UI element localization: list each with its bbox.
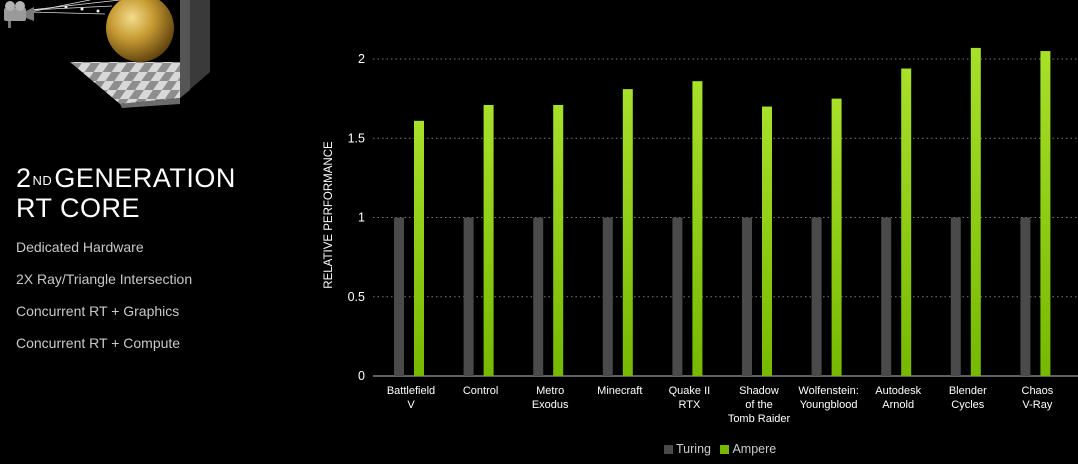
- bar-turing: [742, 217, 752, 376]
- bar-turing: [672, 217, 683, 376]
- y-tick-label: 1.5: [348, 131, 365, 145]
- bar-turing: [881, 217, 892, 376]
- title-number: 2: [16, 163, 32, 193]
- bar-turing: [394, 217, 404, 376]
- x-tick-label: Battlefield V: [387, 385, 435, 411]
- x-tick-label: Autodesk Arnold: [875, 385, 921, 411]
- legend-item-turing: Turing: [664, 442, 711, 456]
- y-tick-label: 0.5: [348, 290, 365, 304]
- rt-core-illustration: [4, 0, 210, 108]
- x-tick-label: Quake II RTX: [669, 385, 711, 411]
- bar-ampere: [692, 81, 703, 376]
- legend-swatch-turing: [664, 445, 673, 454]
- feature-item: 2X Ray/Triangle Intersection: [16, 271, 193, 287]
- title-ordinal-suffix: ND: [32, 173, 53, 188]
- title-word: GENERATION: [54, 163, 236, 193]
- x-tick-label: Chaos V-Ray: [1022, 385, 1054, 411]
- feature-item: Dedicated Hardware: [16, 239, 144, 255]
- relative-performance-chart: 0 0.5 1 1.5 2 Battlefield V Control Metro Exodus…: [323, 47, 1078, 425]
- bar-turing: [950, 217, 961, 376]
- slide-title: 2NDGENERATION RT CORE: [16, 163, 236, 223]
- y-tick-label: 0: [358, 369, 365, 383]
- y-tick-label: 1: [358, 211, 365, 225]
- bar-ampere: [1040, 51, 1051, 376]
- bar-ampere: [762, 106, 772, 377]
- x-tick-label: Metro Exodus: [532, 385, 569, 411]
- feature-list: Dedicated Hardware 2X Ray/Triangle Inter…: [16, 239, 192, 367]
- x-tick-label: Control: [463, 385, 498, 397]
- x-tick-label: Blender Cycles: [949, 385, 987, 411]
- x-tick-label: Minecraft: [597, 385, 642, 397]
- bar-ampere: [414, 120, 424, 376]
- bar-ampere: [622, 89, 633, 377]
- x-tick-label: Shadow of the Tomb Raider: [728, 385, 791, 425]
- bar-turing: [463, 217, 474, 376]
- bar-turing: [533, 217, 544, 376]
- legend-label-ampere: Ampere: [732, 442, 777, 456]
- title-line-2: RT CORE: [16, 193, 141, 223]
- title-line-1: 2NDGENERATION: [16, 163, 236, 193]
- y-tick-label: 2: [358, 52, 365, 66]
- x-tick-label: Wolfenstein: Youngblood: [798, 385, 858, 411]
- bar-turing: [1020, 217, 1031, 376]
- feature-item: Concurrent RT + Compute: [16, 335, 181, 351]
- feature-item: Concurrent RT + Graphics: [16, 303, 180, 319]
- legend-label-turing: Turing: [676, 442, 711, 456]
- bar-ampere: [553, 104, 564, 376]
- bar-ampere: [970, 47, 981, 376]
- legend-item-ampere: Ampere: [720, 442, 776, 456]
- bar-ampere: [483, 104, 494, 376]
- legend-swatch-ampere: [720, 445, 730, 454]
- chart-legend: Turing Ampere: [664, 442, 782, 456]
- bar-turing: [602, 217, 613, 376]
- y-axis-label: RELATIVE PERFORMANCE: [323, 141, 335, 289]
- bar-turing: [811, 217, 822, 376]
- bar-ampere: [831, 98, 842, 376]
- bar-ampere: [901, 68, 912, 376]
